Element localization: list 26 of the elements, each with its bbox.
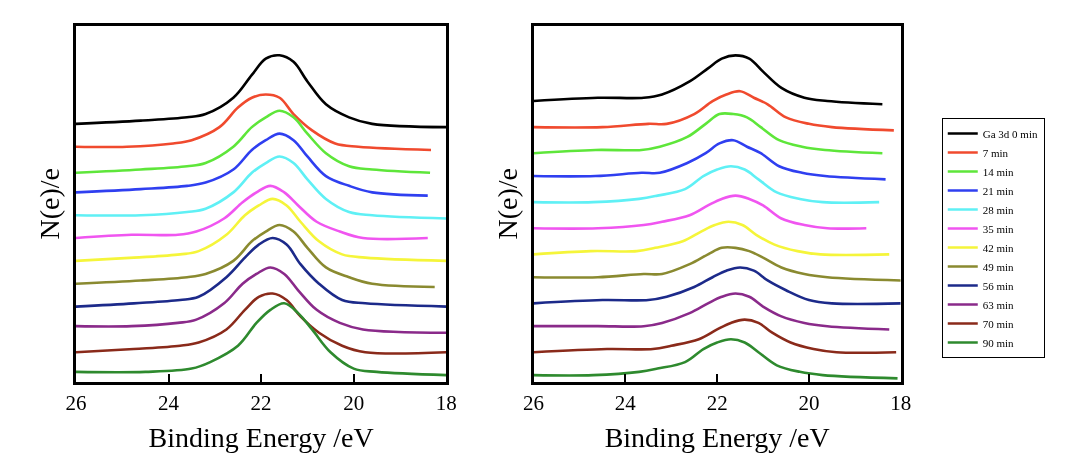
legend-label: 28 min: [982, 203, 1015, 216]
legend-label: 90 min: [982, 336, 1015, 349]
legend-label: 42 min: [982, 241, 1015, 254]
legend-label: Ga 3d 0 min: [982, 127, 1038, 140]
x-tick-label: 24: [158, 390, 180, 415]
legend-label: 21 min: [982, 184, 1015, 197]
y-axis-title: N(e)/e: [33, 168, 65, 240]
legend-label: 63 min: [982, 298, 1015, 311]
legend-label: 7 min: [982, 146, 1009, 159]
x-tick-label: 18: [890, 390, 912, 415]
x-axis-title: Binding Energy /eV: [148, 421, 374, 453]
x-tick-label: 20: [798, 390, 820, 415]
x-tick-label: 24: [614, 390, 637, 415]
x-tick-label: 26: [523, 390, 545, 415]
x-tick-label: 22: [706, 390, 728, 415]
x-tick-label: 22: [250, 390, 272, 415]
x-tick-label: 20: [343, 390, 365, 415]
x-axis-title: Binding Energy /eV: [604, 421, 830, 453]
x-tick-label: 26: [65, 390, 87, 415]
legend-label: 70 min: [982, 317, 1015, 330]
legend-label: 56 min: [982, 279, 1015, 292]
legend-label: 35 min: [982, 222, 1015, 235]
legend-label: 49 min: [982, 260, 1015, 273]
x-tick-label: 18: [435, 390, 457, 415]
legend-label: 14 min: [982, 165, 1015, 178]
y-axis-title: N(e)/e: [491, 168, 523, 240]
